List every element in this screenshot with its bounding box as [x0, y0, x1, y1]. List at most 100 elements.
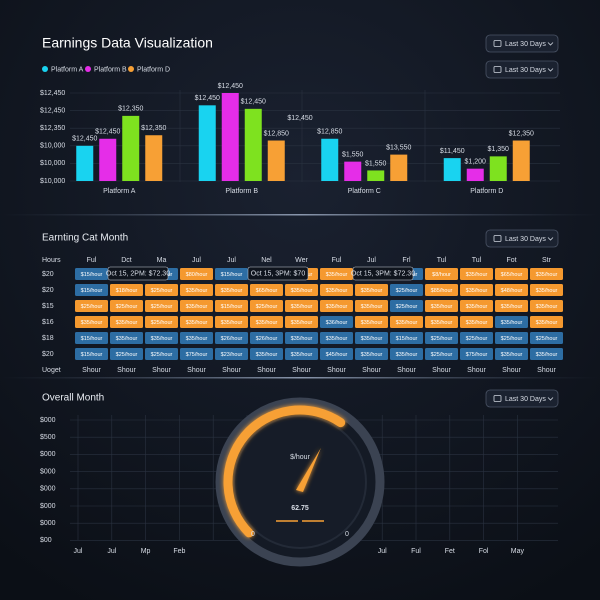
- button-label[interactable]: Last 30 Days: [505, 67, 546, 74]
- table-cell: [460, 316, 493, 328]
- table-cell: [215, 300, 248, 312]
- cell-text: $65/hour: [501, 272, 523, 278]
- cell-text: $85/hour: [431, 288, 453, 294]
- cell-text: $35/hour: [151, 336, 173, 342]
- table-cell: [320, 348, 353, 360]
- footer-cell: Shour: [292, 367, 311, 374]
- table-cell: [285, 348, 318, 360]
- cell-text: $35/hour: [186, 304, 208, 310]
- table-cell: [425, 268, 458, 280]
- column-header: Jul: [192, 257, 201, 264]
- column-header: Jul: [367, 257, 376, 264]
- cell-text: $35/hour: [536, 352, 558, 358]
- table-cell: [250, 300, 283, 312]
- bar: [221, 93, 239, 181]
- cell-text: $35/hour: [326, 304, 348, 310]
- bar-value-label: $12,850: [317, 129, 342, 136]
- row-label: $20: [42, 351, 54, 358]
- y-tick-label: $10,000: [40, 143, 65, 150]
- footer-cell: Shour: [397, 367, 416, 374]
- cell-text: $15/hour: [81, 352, 103, 358]
- table-cell: [530, 332, 563, 344]
- cell-text: $35/hour: [431, 304, 453, 310]
- gauge-max: 0: [345, 531, 349, 538]
- date-button[interactable]: [485, 34, 559, 53]
- table-cell: [250, 332, 283, 344]
- column-header: Ful: [87, 257, 97, 264]
- legend-dot: [42, 66, 48, 72]
- table-cell: [250, 284, 283, 296]
- bar-value-label: $13,550: [386, 144, 411, 151]
- row-label: $15: [42, 303, 54, 310]
- bar: [367, 170, 385, 181]
- y-tick-label: $000: [40, 417, 56, 424]
- y-tick-label: $00: [40, 537, 52, 544]
- cell-text: $35/hour: [431, 320, 453, 326]
- cell-text: $35/hour: [326, 272, 348, 278]
- table-cell: [390, 332, 423, 344]
- table-cell: [180, 268, 213, 280]
- gauge-value: 62.75: [291, 505, 309, 512]
- button-label[interactable]: Last 30 Days: [505, 236, 546, 243]
- button-label[interactable]: Last 30 Days: [505, 41, 546, 48]
- date-button[interactable]: [485, 389, 559, 408]
- bar: [198, 105, 216, 181]
- cell-text: $35/hour: [361, 304, 383, 310]
- cell-text: $45/hour: [326, 352, 348, 358]
- y-tick-label: $000: [40, 486, 56, 493]
- cell-text: $35/hour: [466, 288, 488, 294]
- cell-text: $35/hour: [361, 336, 383, 342]
- tooltip-text: Oct 15, 2PM: $72.30: [106, 270, 170, 277]
- y-tick-label: $12,450: [40, 90, 65, 97]
- table-cell: [285, 300, 318, 312]
- table-cell: [390, 300, 423, 312]
- cell-text: $35/hour: [291, 352, 313, 358]
- cell-text: $36/hour: [326, 320, 348, 326]
- gauge-min: 0: [251, 531, 255, 538]
- x-tick-label: Fol: [479, 548, 489, 555]
- bar-value-label: $12,450: [195, 95, 220, 102]
- table-cell: [320, 332, 353, 344]
- x-tick-label: Platform A: [103, 188, 136, 195]
- table-cell: [425, 316, 458, 328]
- date-button[interactable]: [485, 60, 559, 79]
- table-cell: [425, 332, 458, 344]
- content: Last 30 Days Last 30 Days Last 30 Days Last…: [40, 34, 563, 567]
- column-header: Tul: [437, 257, 447, 264]
- table-cell: [495, 332, 528, 344]
- button-label[interactable]: Last 30 Days: [505, 396, 546, 403]
- cell-text: $25/hour: [501, 336, 523, 342]
- gauge-label: $/hour: [290, 454, 311, 461]
- table-cell: [145, 284, 178, 296]
- date-button[interactable]: [485, 229, 559, 248]
- y-tick-label: $10,000: [40, 178, 65, 185]
- column-header: Tul: [472, 257, 482, 264]
- cell-text: $26/hour: [256, 336, 278, 342]
- cell-text: $18/hour: [116, 288, 138, 294]
- chevron: [547, 397, 554, 401]
- cell-text: $35/hour: [186, 336, 208, 342]
- column-header: Nel: [261, 257, 272, 264]
- cell-text: $25/hour: [116, 352, 138, 358]
- table-cell: [145, 300, 178, 312]
- bar: [344, 161, 362, 181]
- cell-text: $48/hour: [501, 288, 523, 294]
- footer-cell: Shour: [467, 367, 486, 374]
- y-tick-label: $10,000: [40, 160, 65, 167]
- bar-value-label: $1,550: [365, 160, 387, 167]
- table-cell: [75, 316, 108, 328]
- cell-text: $25/hour: [396, 304, 418, 310]
- bar: [244, 108, 262, 181]
- table-cell: [425, 348, 458, 360]
- cell-text: $25/hour: [396, 288, 418, 294]
- cell-text: $35/hour: [221, 320, 243, 326]
- footer-cell: Shour: [327, 367, 346, 374]
- cell-text: $25/hour: [431, 352, 453, 358]
- table-cell: [110, 316, 143, 328]
- footer-cell: Shour: [82, 367, 101, 374]
- chevron: [547, 42, 554, 46]
- table-cell: [320, 268, 353, 280]
- y-tick-label: $12,350: [40, 125, 65, 132]
- table-cell: [390, 316, 423, 328]
